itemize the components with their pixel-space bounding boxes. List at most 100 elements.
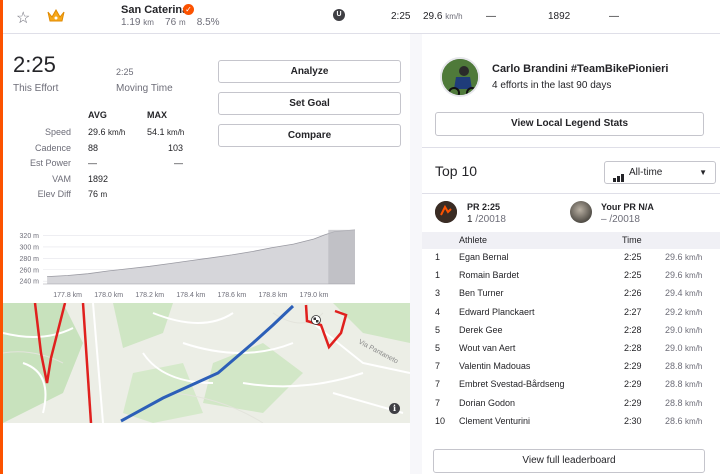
x-tick-label: 178.6 km [217, 292, 246, 299]
compare-button[interactable]: Compare [218, 124, 401, 147]
table-row[interactable]: 5 Wout van Aert 2:28 29.0 km/h [422, 340, 720, 358]
rank: 1 [435, 270, 441, 281]
effort-highlight [328, 229, 355, 284]
athlete-name[interactable]: Clement Venturini [459, 415, 531, 426]
y-tick-label: 320 m [20, 233, 40, 240]
rank: 5 [435, 324, 441, 335]
segment-row[interactable]: ☆ San Caterina ✓ 1.19 km 76 m 8.5% U 2:2… [3, 0, 720, 34]
table-row[interactable]: 7 Dorian Godon 2:29 28.8 km/h [422, 395, 720, 413]
your-avatar [570, 201, 592, 223]
y-tick-label: 280 m [20, 256, 40, 263]
y-tick-label: 240 m [20, 279, 40, 286]
finish-flag-icon [311, 315, 321, 325]
athlete-name[interactable]: Romain Bardet [459, 270, 520, 281]
table-row[interactable]: 7 Valentin Madouas 2:29 28.8 km/h [422, 358, 720, 376]
segment-time: 2:25 [391, 11, 411, 22]
effort-speed: 28.6 km/h [665, 415, 703, 426]
rank: 7 [435, 397, 441, 408]
effort-time: 2:30 [624, 415, 642, 426]
table-row[interactable]: 1 Egan Bernal 2:25 29.6 km/h [422, 249, 720, 267]
table-row[interactable]: 7 Embret Svestad-Bårdseng 2:29 28.8 km/h [422, 376, 720, 394]
info-icon[interactable]: i [389, 403, 400, 414]
avg-header: AVG [88, 110, 107, 120]
effort-speed: 28.8 km/h [665, 361, 703, 372]
segment-map[interactable]: Via Pantaneto [3, 303, 410, 423]
elevation-profile-line [47, 229, 356, 277]
segment-power: — [486, 11, 496, 22]
effort-speed: 29.6 km/h [665, 252, 703, 262]
pr-summary: PR 2:25 1 /20018 Your PR N/A – /20018 [422, 193, 720, 231]
athlete-name[interactable]: Dorian Godon [459, 397, 516, 408]
leaderboard-header: Athlete Time [422, 232, 720, 249]
elevation-chart[interactable]: 320 m 300 m 280 m 260 m 240 m 177.8 km 178.0 … [3, 222, 358, 302]
effort-time: 2:29 [624, 397, 642, 408]
moving-time: 2:25 [116, 67, 134, 77]
athlete-name[interactable]: Wout van Aert [459, 343, 516, 353]
route-red-mid [81, 303, 93, 423]
user-badge-icon: U [333, 9, 345, 21]
x-tick-label: 178.2 km [135, 292, 164, 299]
legend-athlete-name[interactable]: Carlo Brandini #TeamBikePionieri [492, 63, 669, 75]
verified-icon: ✓ [183, 4, 194, 15]
rank: 5 [435, 343, 441, 353]
rank: 4 [435, 306, 441, 317]
star-icon[interactable]: ☆ [16, 10, 31, 27]
table-row[interactable]: 10 Clement Venturini 2:30 28.6 km/h [422, 413, 720, 431]
effort-time-label: This Effort [13, 83, 59, 94]
segment-speed: 29.6 km/h [423, 11, 463, 22]
effort-speed: 29.6 km/h [665, 270, 703, 281]
effort-time: 2:25 [624, 252, 642, 262]
panel-divider [410, 34, 422, 474]
max-header: MAX [147, 110, 167, 120]
pr-icon [435, 201, 457, 223]
x-tick-label: 177.8 km [53, 292, 82, 299]
avatar[interactable] [440, 57, 480, 97]
timeframe-select[interactable]: All-time ▼ [604, 161, 716, 184]
elevation-profile-area [47, 229, 355, 284]
route-red-left [33, 303, 67, 384]
segment-vam: 1892 [548, 11, 571, 22]
table-row[interactable]: 4 Edward Planckaert 2:27 29.2 km/h [422, 304, 720, 322]
segment-hr: — [609, 11, 619, 22]
table-row[interactable]: 1 Romain Bardet 2:25 29.6 km/h [422, 267, 720, 285]
athlete-name[interactable]: Embret Svestad-Bårdseng [459, 379, 565, 390]
segment-name[interactable]: San Caterina [121, 4, 189, 16]
your-pr-title: Your PR N/A [601, 202, 654, 212]
time-column-header: Time [622, 235, 642, 245]
table-row[interactable]: 5 Derek Gee 2:28 29.0 km/h [422, 322, 720, 340]
stat-row: Cadence 88 103 [34, 143, 184, 153]
stat-row: Est Power — — [29, 158, 183, 168]
effort-speed: 28.8 km/h [665, 379, 703, 390]
rank: 7 [435, 379, 441, 390]
athlete-name[interactable]: Edward Planckaert [459, 306, 535, 317]
view-local-legend-button[interactable]: View Local Legend Stats [435, 112, 704, 136]
analyze-button[interactable]: Analyze [218, 60, 401, 83]
chevron-down-icon: ▼ [699, 168, 707, 177]
rank: 1 [435, 252, 441, 262]
athlete-name[interactable]: Derek Gee [459, 324, 503, 335]
local-legend-card: Carlo Brandini #TeamBikePionieri 4 effor… [422, 45, 720, 148]
x-tick-label: 178.0 km [94, 292, 123, 299]
stat-row: Elev Diff 76 m [37, 189, 108, 199]
map-background: Via Pantaneto [3, 303, 410, 423]
route-blue [120, 304, 295, 423]
route-red-right [304, 304, 348, 350]
effort-time: 2:26 [624, 288, 642, 299]
table-row[interactable]: 3 Ben Turner 2:26 29.4 km/h [422, 285, 720, 303]
rank: 3 [435, 288, 441, 299]
y-tick-label: 300 m [20, 244, 40, 251]
view-full-leaderboard-button[interactable]: View full leaderboard [433, 449, 705, 473]
x-tick-label: 178.4 km [176, 292, 205, 299]
effort-speed: 29.0 km/h [665, 343, 703, 353]
athlete-name[interactable]: Egan Bernal [459, 252, 509, 262]
effort-time: 2:25 [624, 270, 642, 281]
athlete-name[interactable]: Ben Turner [459, 288, 504, 299]
athlete-column-header: Athlete [459, 235, 488, 245]
effort-time: 2:29 [624, 361, 642, 372]
set-goal-button[interactable]: Set Goal [218, 92, 401, 115]
x-tick-label: 179.0 km [300, 292, 329, 299]
effort-speed: 29.2 km/h [665, 306, 703, 317]
athlete-name[interactable]: Valentin Madouas [459, 361, 531, 372]
x-tick-label: 178.8 km [258, 292, 287, 299]
legend-efforts: 4 efforts in the last 90 days [492, 80, 612, 91]
